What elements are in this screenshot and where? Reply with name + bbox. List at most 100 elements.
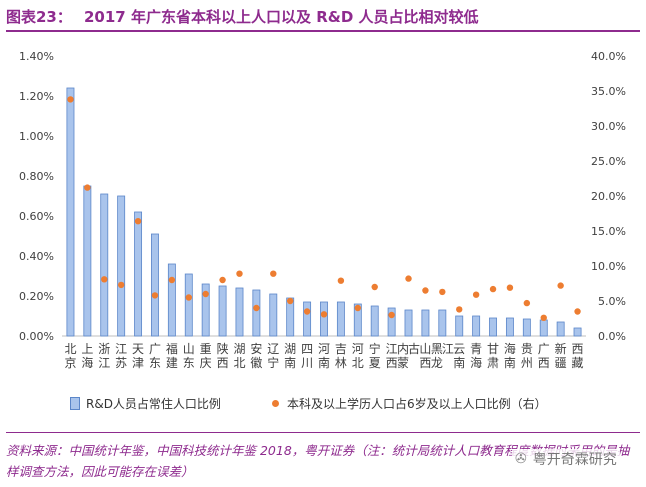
category-label: 南 xyxy=(453,355,465,370)
category-label: 庆 xyxy=(200,356,212,370)
y-left-tick-label: 1.40% xyxy=(19,50,54,63)
legend-item-bar: R&D人员占常住人口比例 xyxy=(70,395,221,412)
category-label: 山 xyxy=(183,342,195,356)
chart-title: 2017 年广东省本科以上人口以及 R&D 人员占比相对较低 xyxy=(84,8,479,26)
bar xyxy=(556,321,565,337)
dot xyxy=(354,304,362,312)
y-left-tick-label: 0.40% xyxy=(19,250,54,263)
category-label: 西 xyxy=(419,356,431,370)
axes: 0.00% 0.20% 0.40% 0.60% 0.80% 1.00% 1.20% 1.40%… xyxy=(19,50,626,343)
category-label: 东 xyxy=(183,356,195,370)
bar xyxy=(370,305,379,337)
category-label: 藏 xyxy=(572,356,584,370)
category-label: 内 xyxy=(397,342,409,356)
bar xyxy=(320,301,328,337)
category-label: 南 xyxy=(504,355,516,370)
y-left-tick-label: 0.80% xyxy=(19,170,54,183)
legend: R&D人员占常住人口比例 本科及以上学历人口占6岁及以上人口比例（右） xyxy=(0,395,646,413)
dot xyxy=(523,299,531,307)
dot xyxy=(405,275,412,282)
watermark-text: 粤开奇霖研究 xyxy=(532,452,617,468)
bar xyxy=(303,301,312,337)
category-label: 江 xyxy=(115,342,127,356)
category-label: 疆 xyxy=(555,356,567,370)
bar xyxy=(522,318,531,337)
dot xyxy=(168,276,176,284)
category-label: 州 xyxy=(521,356,533,370)
y-right-tick-label: 15.0% xyxy=(591,225,626,238)
category-label: 东 xyxy=(149,356,161,370)
dot xyxy=(303,308,311,315)
dot xyxy=(67,96,74,103)
dot xyxy=(219,276,226,284)
category-label: 辽 xyxy=(267,342,279,356)
dot xyxy=(574,308,581,315)
dot xyxy=(506,284,514,291)
category-label: 黑 xyxy=(431,342,443,356)
category-label: 海 xyxy=(504,341,516,356)
category-label: 河 xyxy=(318,342,330,356)
dot xyxy=(422,287,429,294)
category-label: 北 xyxy=(352,356,364,370)
category-label: 南 xyxy=(284,355,296,370)
bar xyxy=(505,317,514,337)
category-label: 云 xyxy=(453,342,465,356)
category-label: 江 xyxy=(442,342,454,356)
dot xyxy=(286,297,294,305)
category-label: 宁 xyxy=(267,355,279,370)
dot xyxy=(236,270,243,277)
y-right-tick-label: 0.0% xyxy=(598,330,626,343)
y-left-tick-label: 1.20% xyxy=(19,90,54,103)
category-label: 西 xyxy=(572,342,584,356)
bar xyxy=(100,193,109,337)
category-label: 广 xyxy=(149,342,161,356)
bar xyxy=(455,315,464,337)
category-label: 江 xyxy=(98,356,110,370)
bar xyxy=(421,309,430,337)
category-label: 夏 xyxy=(369,356,381,370)
bar-series xyxy=(66,87,582,337)
bar xyxy=(218,285,227,337)
category-label: 南 xyxy=(318,355,330,370)
y-right-tick-label: 5.0% xyxy=(598,295,626,308)
dot xyxy=(151,292,159,299)
dot xyxy=(253,304,260,312)
dot xyxy=(439,288,446,296)
dot-series xyxy=(67,96,581,321)
bar xyxy=(489,317,497,337)
bar xyxy=(539,319,548,337)
figure-label: 图表23： xyxy=(6,8,72,26)
dot xyxy=(557,282,564,289)
legend-dot-swatch xyxy=(272,400,279,407)
category-label: 新 xyxy=(555,341,567,356)
category-label: 安 xyxy=(250,341,262,356)
dot xyxy=(456,306,463,313)
category-label: 四 xyxy=(301,342,313,356)
category-label: 徽 xyxy=(250,355,262,370)
category-label: 重 xyxy=(200,342,212,356)
dot xyxy=(270,270,277,277)
category-label: 林 xyxy=(335,356,347,370)
category-label: 上 xyxy=(81,342,93,356)
legend-item-dot: 本科及以上学历人口占6岁及以上人口比例（右） xyxy=(272,395,547,412)
bar xyxy=(472,315,481,337)
y-right-tick-label: 10.0% xyxy=(591,260,626,273)
bar xyxy=(269,293,278,337)
legend-dot-label: 本科及以上学历人口占6岁及以上人口比例（右） xyxy=(287,397,547,411)
category-label: 陕 xyxy=(217,341,229,356)
combo-chart: 0.00% 0.20% 0.40% 0.60% 0.80% 1.00% 1.20% 1.40%… xyxy=(19,50,626,370)
category-label: 甘 xyxy=(487,342,499,356)
dot xyxy=(202,290,209,298)
category-label: 江 xyxy=(386,342,398,356)
y-right-tick-label: 25.0% xyxy=(591,155,626,168)
category-label: 天 xyxy=(132,342,144,356)
category-label: 苏 xyxy=(115,356,127,370)
category-label: 浙 xyxy=(98,342,110,356)
footer-divider xyxy=(6,432,640,433)
category-label: 青 xyxy=(470,342,482,356)
category-label: 湖 xyxy=(233,341,245,356)
category-label: 津 xyxy=(132,356,144,370)
category-labels: 北京上海浙江江苏天津广东福建山东重庆陕西湖北安徽辽宁湖南四川河南吉林河北宁夏江西… xyxy=(64,341,583,370)
bar xyxy=(201,283,210,337)
category-label: 西 xyxy=(386,356,398,370)
